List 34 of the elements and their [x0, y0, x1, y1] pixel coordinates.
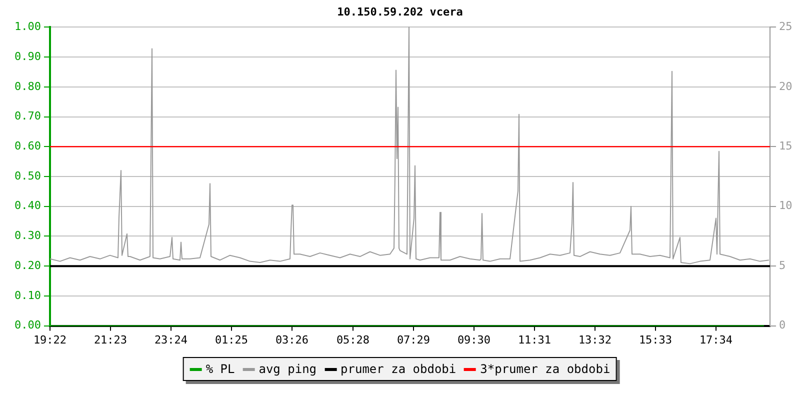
y-tick-label: 0.10 — [14, 288, 41, 302]
x-tick-label: 15:33 — [638, 333, 672, 346]
x-tick-label: 23:24 — [154, 333, 188, 346]
legend-label: 3*prumer za obdobi — [479, 362, 610, 376]
y-tick-label: 0.40 — [14, 199, 41, 212]
x-tick-label: 19:22 — [33, 333, 67, 346]
y2-tick-label: 5 — [779, 258, 786, 272]
x-tick-label: 13:32 — [578, 333, 612, 346]
y-tick-label: 0.90 — [14, 50, 41, 63]
y2-tick-label: 0 — [779, 318, 786, 332]
x-tick-label: 03:26 — [275, 333, 309, 346]
y2-tick-label: 15 — [779, 140, 792, 152]
y-tick-label: 1.00 — [14, 20, 41, 34]
x-tick-label: 07:29 — [396, 333, 430, 346]
x-tick-label: 17:34 — [699, 333, 733, 346]
y2-tick-label: 20 — [779, 80, 792, 93]
x-tick-label: 11:31 — [518, 333, 552, 346]
y2-tick-label: 25 — [779, 20, 792, 34]
y-tick-label: 0.60 — [14, 140, 41, 152]
y2-tick-label: 10 — [779, 199, 792, 212]
x-tick-label: 21:23 — [94, 333, 128, 346]
x-tick-label: 09:30 — [457, 333, 491, 346]
y-tick-label: 0.70 — [14, 110, 41, 123]
y-tick-label: 0.50 — [14, 169, 41, 182]
legend-label: prumer za obdobi — [340, 362, 456, 376]
chart-title: 10.150.59.202 vcera — [337, 5, 463, 18]
y-tick-label: 0.80 — [14, 80, 41, 93]
y-tick-label: 0.20 — [14, 258, 41, 272]
x-tick-label: 05:28 — [336, 333, 370, 346]
x-tick-label: 01:25 — [214, 333, 248, 346]
legend-label: % PL — [204, 362, 235, 376]
legend-label: avg ping — [258, 362, 317, 376]
y-tick-label: 0.00 — [14, 318, 41, 332]
y-tick-label: 0.30 — [14, 229, 41, 242]
